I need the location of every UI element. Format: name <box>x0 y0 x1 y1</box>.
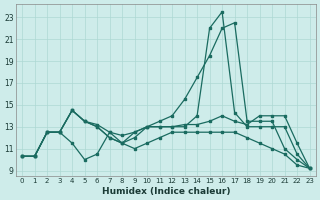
X-axis label: Humidex (Indice chaleur): Humidex (Indice chaleur) <box>102 187 230 196</box>
